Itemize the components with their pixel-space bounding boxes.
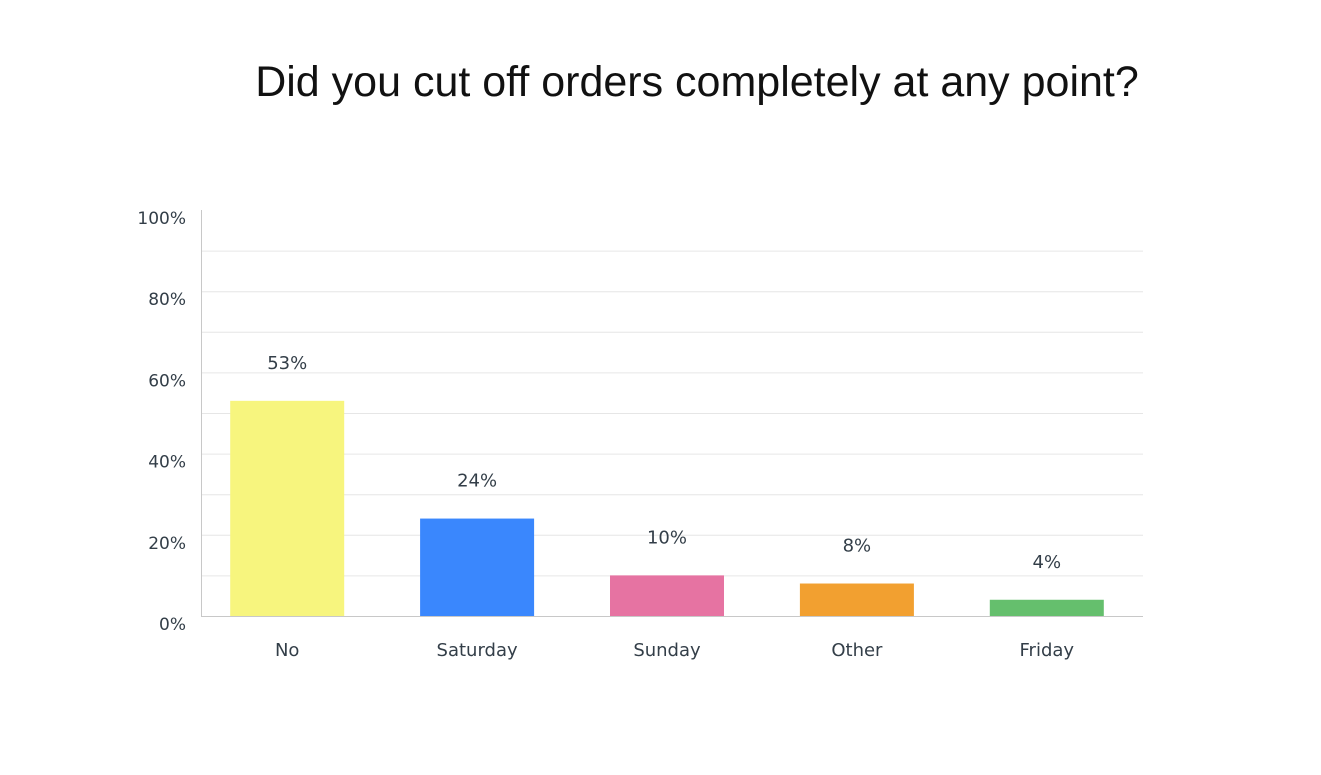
y-tick-label: 80% xyxy=(148,290,186,310)
bar-friday xyxy=(989,599,1104,616)
category-label: Saturday xyxy=(437,640,518,661)
bar-no xyxy=(230,400,345,616)
data-labels: 53% 24% 10% 8% 4% xyxy=(267,353,1061,573)
y-tick-labels: 0% 20% 40% 60% 80% 100% xyxy=(137,209,186,635)
bar-saturday xyxy=(420,518,535,616)
category-label: Other xyxy=(831,640,883,661)
data-label: 53% xyxy=(267,353,307,374)
y-tick-label: 100% xyxy=(137,209,186,229)
data-label: 8% xyxy=(843,536,872,557)
bar-sunday xyxy=(610,575,724,616)
category-label: No xyxy=(275,640,299,661)
category-label: Sunday xyxy=(633,640,701,661)
data-label: 4% xyxy=(1033,552,1062,573)
bar-other xyxy=(799,583,914,616)
axes xyxy=(201,210,1143,617)
grid-lines xyxy=(201,250,1143,577)
data-label: 10% xyxy=(647,527,687,548)
category-labels: No Saturday Sunday Other Friday xyxy=(275,640,1074,661)
data-label: 24% xyxy=(457,471,497,492)
chart-title: Did you cut off orders completely at any… xyxy=(255,58,1139,106)
y-tick-label: 40% xyxy=(148,453,186,473)
y-tick-label: 20% xyxy=(148,534,186,554)
bars xyxy=(230,400,1104,616)
y-tick-label: 60% xyxy=(148,371,186,391)
category-label: Friday xyxy=(1020,640,1075,661)
y-tick-label: 0% xyxy=(159,615,186,635)
